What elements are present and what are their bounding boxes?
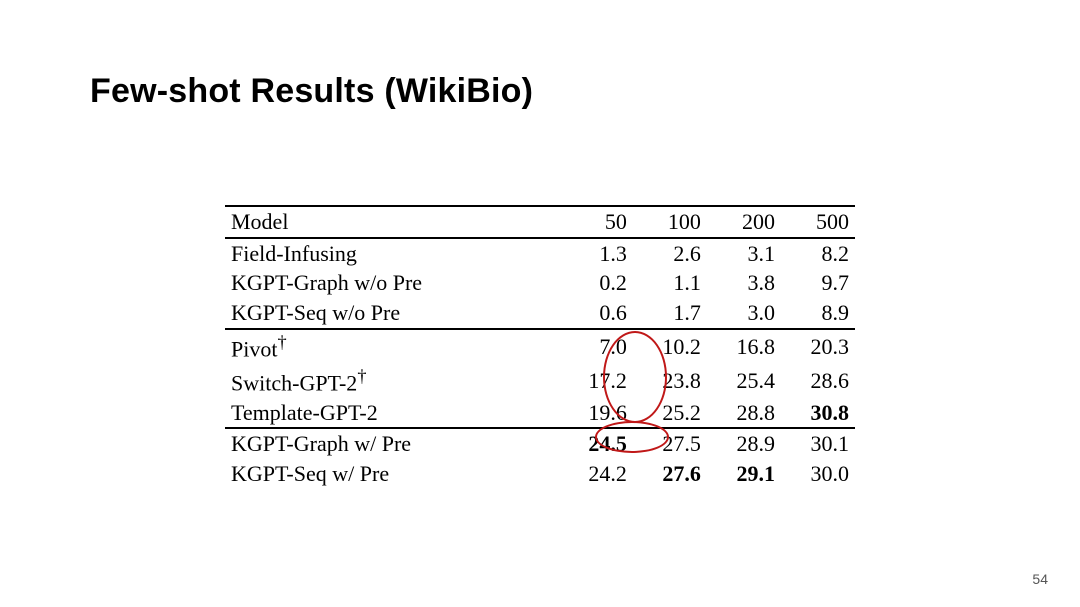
dagger-icon: † bbox=[357, 366, 366, 386]
results-table-container: Model 50 100 200 500 Field-Infusing 1.3 … bbox=[225, 205, 855, 489]
cell-value: 0.6 bbox=[559, 298, 633, 329]
cell-value: 28.6 bbox=[781, 364, 855, 398]
cell-model: Pivot† bbox=[225, 329, 559, 364]
cell-value: 9.7 bbox=[781, 268, 855, 298]
cell-value: 20.3 bbox=[781, 329, 855, 364]
cell-value: 8.9 bbox=[781, 298, 855, 329]
cell-model: KGPT-Seq w/o Pre bbox=[225, 298, 559, 329]
table-header-row: Model 50 100 200 500 bbox=[225, 206, 855, 238]
cell-value: 24.2 bbox=[559, 459, 633, 489]
results-table: Model 50 100 200 500 Field-Infusing 1.3 … bbox=[225, 205, 855, 489]
cell-value: 1.1 bbox=[633, 268, 707, 298]
cell-value: 8.2 bbox=[781, 238, 855, 269]
cell-model: KGPT-Graph w/o Pre bbox=[225, 268, 559, 298]
cell-value: 27.5 bbox=[633, 428, 707, 459]
cell-value: 17.2 bbox=[559, 364, 633, 398]
col-header-100: 100 bbox=[633, 206, 707, 238]
cell-value: 30.8 bbox=[781, 398, 855, 429]
cell-value: 16.8 bbox=[707, 329, 781, 364]
col-header-200: 200 bbox=[707, 206, 781, 238]
cell-value: 0.2 bbox=[559, 268, 633, 298]
table-row: Field-Infusing 1.3 2.6 3.1 8.2 bbox=[225, 238, 855, 269]
col-header-50: 50 bbox=[559, 206, 633, 238]
cell-value: 1.3 bbox=[559, 238, 633, 269]
cell-value: 28.8 bbox=[707, 398, 781, 429]
table-row: Switch-GPT-2† 17.2 23.8 25.4 28.6 bbox=[225, 364, 855, 398]
table-row: KGPT-Graph w/ Pre 24.5 27.5 28.9 30.1 bbox=[225, 428, 855, 459]
col-header-500: 500 bbox=[781, 206, 855, 238]
table-row: KGPT-Graph w/o Pre 0.2 1.1 3.8 9.7 bbox=[225, 268, 855, 298]
slide-title: Few-shot Results (WikiBio) bbox=[90, 72, 533, 111]
table-row: KGPT-Seq w/o Pre 0.6 1.7 3.0 8.9 bbox=[225, 298, 855, 329]
cell-value: 29.1 bbox=[707, 459, 781, 489]
cell-value: 25.4 bbox=[707, 364, 781, 398]
dagger-icon: † bbox=[277, 332, 286, 352]
col-header-model: Model bbox=[225, 206, 559, 238]
cell-value: 24.5 bbox=[559, 428, 633, 459]
cell-value: 30.1 bbox=[781, 428, 855, 459]
cell-model: KGPT-Seq w/ Pre bbox=[225, 459, 559, 489]
cell-model: Switch-GPT-2† bbox=[225, 364, 559, 398]
cell-value: 3.1 bbox=[707, 238, 781, 269]
table-row: Pivot† 7.0 10.2 16.8 20.3 bbox=[225, 329, 855, 364]
cell-value: 19.6 bbox=[559, 398, 633, 429]
page-number: 54 bbox=[1032, 571, 1048, 587]
cell-model: Template-GPT-2 bbox=[225, 398, 559, 429]
slide: Few-shot Results (WikiBio) Model 50 100 … bbox=[0, 0, 1080, 607]
cell-value: 3.8 bbox=[707, 268, 781, 298]
cell-value: 27.6 bbox=[633, 459, 707, 489]
cell-value: 1.7 bbox=[633, 298, 707, 329]
table-row: Template-GPT-2 19.6 25.2 28.8 30.8 bbox=[225, 398, 855, 429]
cell-value: 3.0 bbox=[707, 298, 781, 329]
cell-value: 25.2 bbox=[633, 398, 707, 429]
cell-value: 7.0 bbox=[559, 329, 633, 364]
cell-model: KGPT-Graph w/ Pre bbox=[225, 428, 559, 459]
cell-value: 30.0 bbox=[781, 459, 855, 489]
cell-value: 23.8 bbox=[633, 364, 707, 398]
cell-value: 10.2 bbox=[633, 329, 707, 364]
cell-value: 28.9 bbox=[707, 428, 781, 459]
table-row: KGPT-Seq w/ Pre 24.2 27.6 29.1 30.0 bbox=[225, 459, 855, 489]
cell-value: 2.6 bbox=[633, 238, 707, 269]
cell-model: Field-Infusing bbox=[225, 238, 559, 269]
